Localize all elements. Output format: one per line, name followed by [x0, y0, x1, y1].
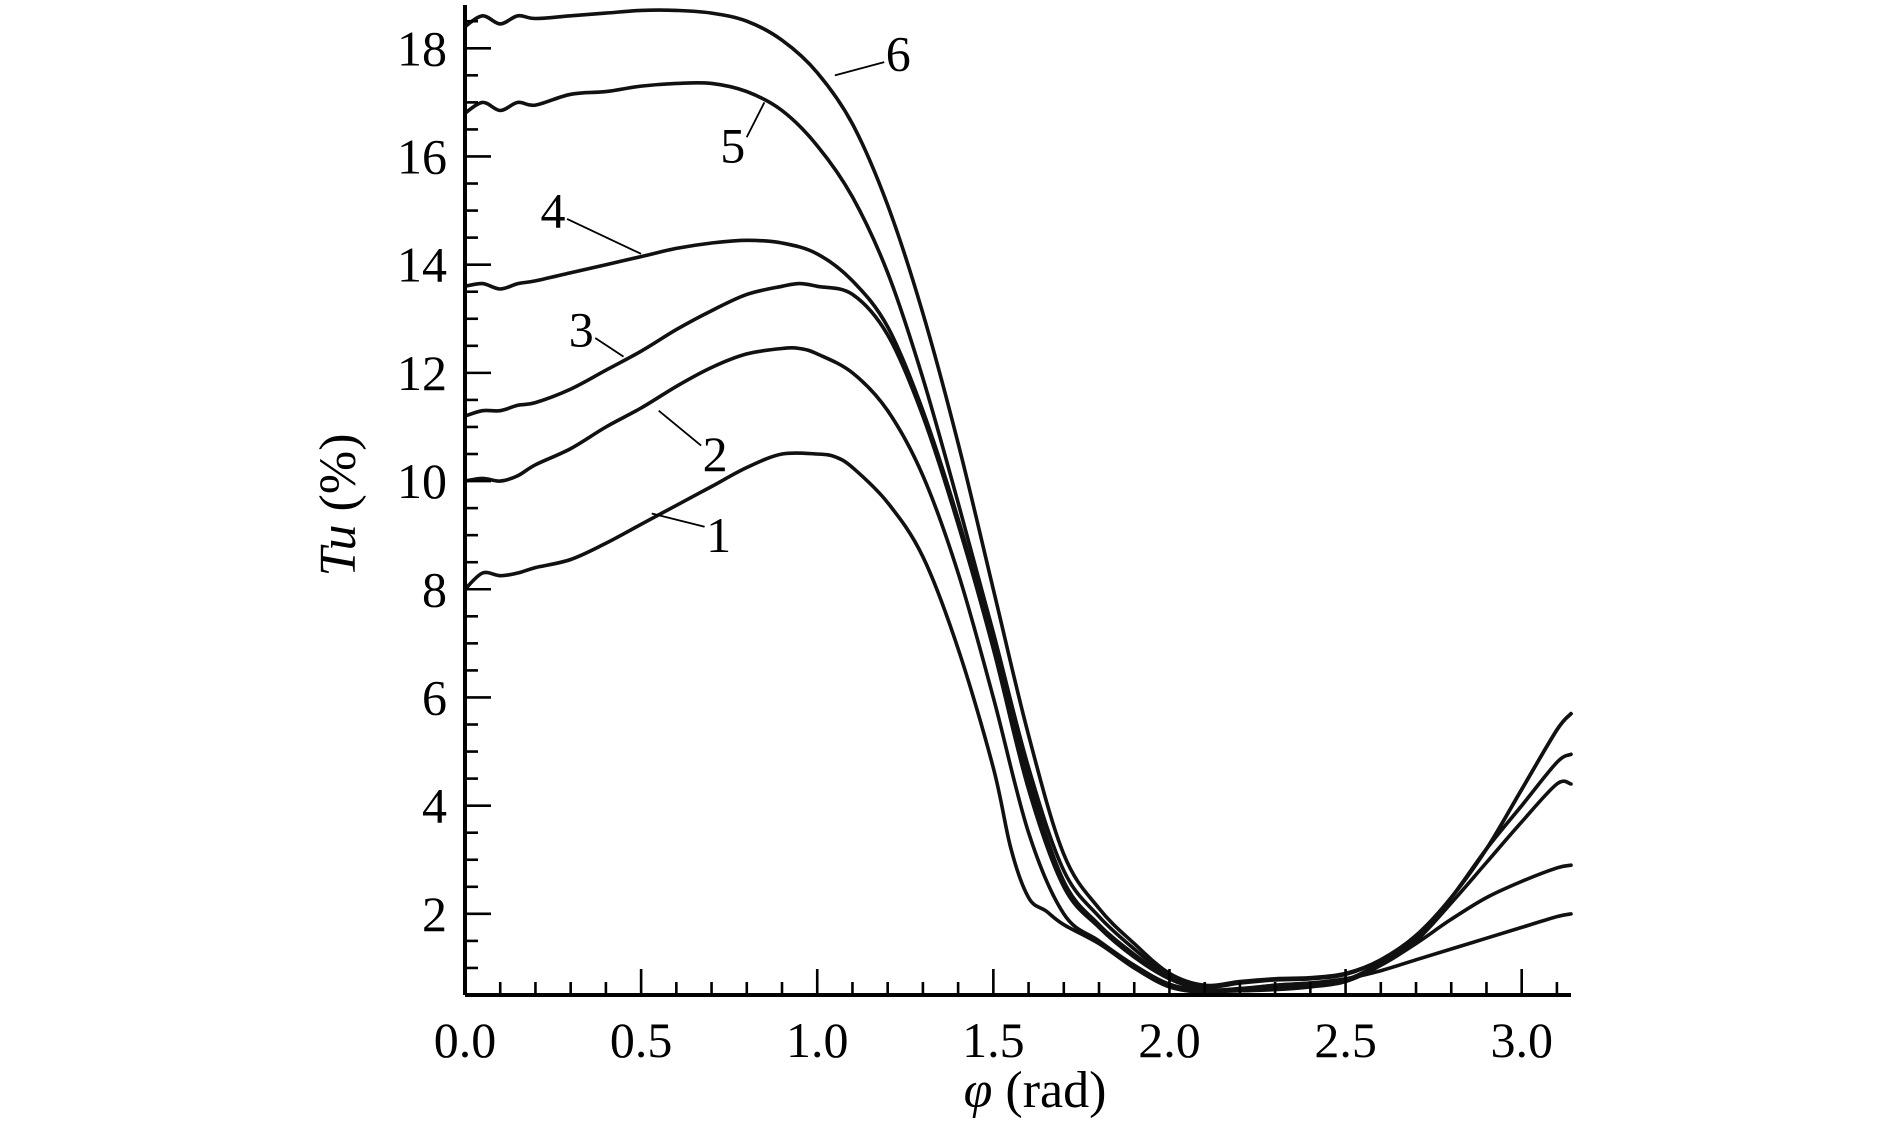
x-tick-label: 3.0 — [1490, 1012, 1553, 1068]
annotation-leader-5 — [745, 101, 766, 138]
series-label-4: 4 — [541, 183, 566, 239]
series-line-6 — [463, 8, 1573, 988]
y-tick-label: 2 — [422, 886, 447, 942]
series-annotations: 1 2 3 4 5 6 — [541, 26, 911, 563]
series-curves — [463, 8, 1573, 995]
y-tick-label: 10 — [397, 453, 447, 509]
series-line-3 — [463, 281, 1573, 993]
x-axis-title: φ (rad) — [964, 1062, 1107, 1119]
y-tick-label: 12 — [397, 345, 447, 401]
y-tick-label: 14 — [397, 237, 447, 293]
series-label-6: 6 — [886, 26, 911, 82]
series-line-4 — [463, 238, 1573, 993]
y-tick-label: 18 — [397, 20, 447, 76]
x-tick-label: 2.5 — [1314, 1012, 1377, 1068]
axis-ticks — [463, 19, 1559, 997]
annotation-leader-6 — [834, 61, 885, 77]
series-line-1 — [463, 451, 1573, 995]
axes — [463, 5, 1571, 997]
series-line-5 — [463, 80, 1573, 989]
y-tick-label: 16 — [397, 128, 447, 184]
series-label-5: 5 — [720, 118, 745, 174]
y-axis-unit: (%) — [310, 433, 367, 511]
x-axis-unit: (rad) — [1005, 1062, 1106, 1119]
y-tick-label: 8 — [422, 561, 447, 617]
series-line-2 — [463, 346, 1573, 994]
x-axis-symbol: φ — [964, 1062, 993, 1119]
series-label-3: 3 — [569, 302, 594, 358]
y-axis-symbol: Tu — [310, 524, 367, 576]
x-tick-label: 1.0 — [786, 1012, 849, 1068]
x-tick-label: 1.5 — [962, 1012, 1025, 1068]
annotation-leader-1 — [651, 512, 705, 528]
y-tick-label: 6 — [422, 669, 447, 725]
x-tick-label: 0.0 — [434, 1012, 497, 1068]
y-axis-title: Tu (%) — [310, 433, 367, 576]
series-label-2: 2 — [703, 426, 728, 482]
x-tick-label: 0.5 — [610, 1012, 673, 1068]
annotation-leader-3 — [594, 337, 624, 358]
x-tick-label: 2.0 — [1138, 1012, 1201, 1068]
annotation-leader-2 — [658, 410, 702, 447]
annotation-leader-4 — [566, 218, 642, 255]
y-tick-label: 4 — [422, 778, 447, 834]
series-label-1: 1 — [706, 507, 731, 563]
